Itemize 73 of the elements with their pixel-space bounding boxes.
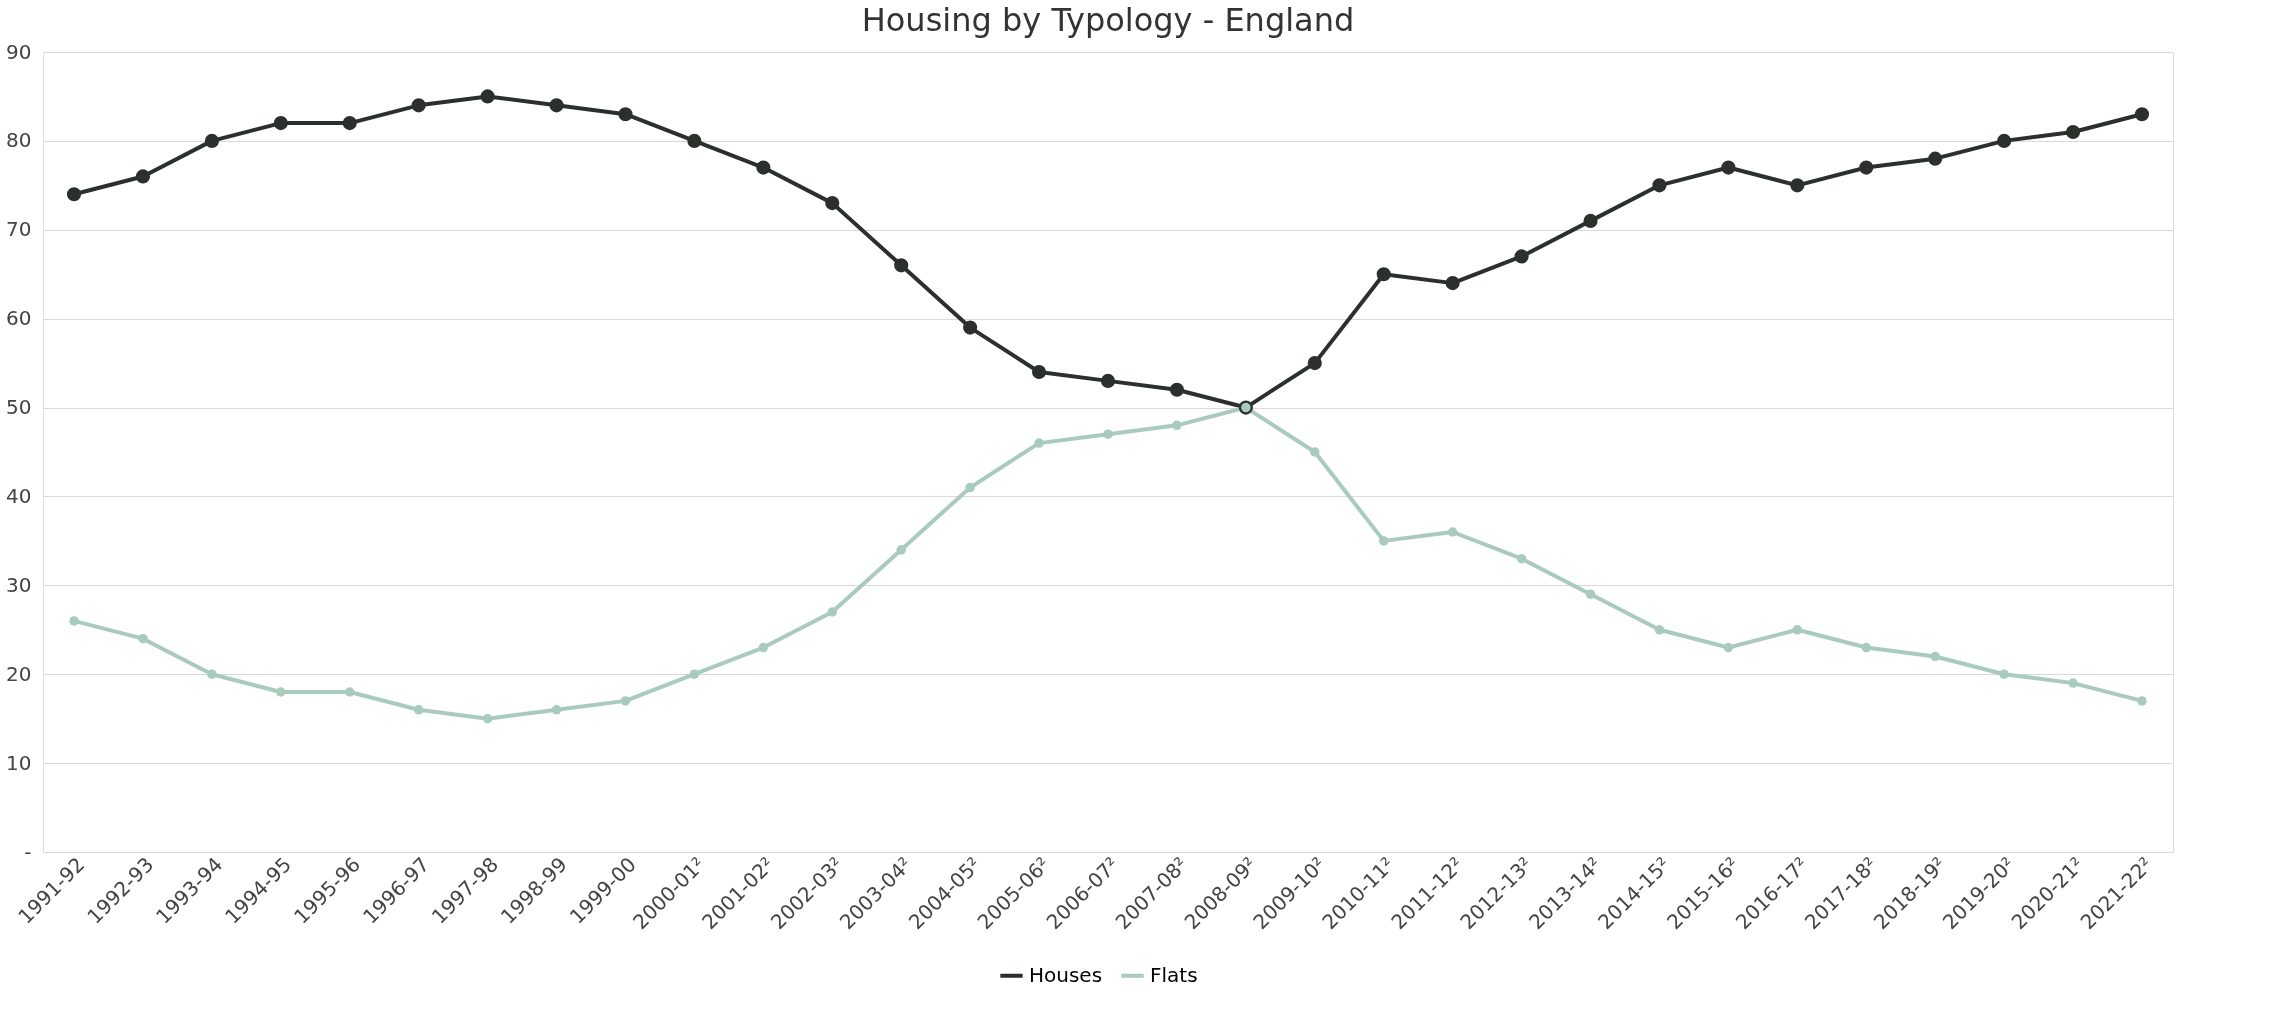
point [1169,382,1184,397]
point [66,187,82,202]
point [896,545,906,555]
point [827,607,838,617]
point [1100,373,1116,388]
point [1516,553,1527,564]
point [1310,447,1320,457]
point [1447,527,1458,537]
point [1723,642,1734,653]
point [482,713,493,724]
point [1307,356,1322,371]
point [825,196,840,211]
point [342,116,357,131]
point [1032,364,1047,380]
point [965,482,975,493]
point [276,687,286,697]
y-tick-label: 70 [6,217,32,242]
point [2065,124,2081,140]
point [2137,696,2147,706]
y-tick-label: 80 [6,128,32,153]
y-tick-label: 30 [6,572,32,597]
y-tick-label: - [24,839,32,864]
point [894,258,909,273]
point [1172,420,1182,431]
point [1652,178,1667,193]
point [2068,678,2078,688]
point [1790,178,1805,193]
point [345,687,355,697]
point [207,669,217,679]
point [273,116,288,131]
point [758,642,769,653]
chart-title: Housing by Typology - England [861,1,1355,39]
point [1583,213,1598,228]
point [1928,151,1943,166]
point [1034,438,1044,448]
point [1861,642,1871,653]
point [138,633,148,644]
point [1376,267,1391,282]
y-tick-label: 20 [6,661,32,686]
y-tick-label: 50 [6,395,32,420]
point [1859,160,1874,175]
point [204,133,219,148]
point [618,107,633,122]
point [549,98,564,113]
point [1721,160,1736,175]
point [135,169,151,184]
point [1585,589,1596,599]
point [69,616,79,626]
point [1514,249,1529,264]
point [1999,669,2009,679]
point [551,705,562,715]
legend-label: Flats [1150,962,1198,987]
y-tick-label: 90 [6,39,32,64]
point [620,696,631,706]
point [963,320,978,335]
point [1930,651,1940,662]
point [413,705,424,715]
point [689,669,700,679]
point [756,160,771,175]
point [411,98,426,113]
point [2134,107,2150,122]
point [480,89,495,104]
y-tick-label: 10 [6,750,32,775]
point [1792,625,1803,635]
y-tick-label: 40 [6,483,32,508]
y-tick-label: 60 [6,306,32,331]
point [1103,429,1113,439]
point [687,133,702,148]
legend-label: Houses [1029,962,1103,987]
point [1445,276,1460,291]
point [1654,625,1665,635]
point [1997,133,2012,148]
point [1378,536,1389,546]
